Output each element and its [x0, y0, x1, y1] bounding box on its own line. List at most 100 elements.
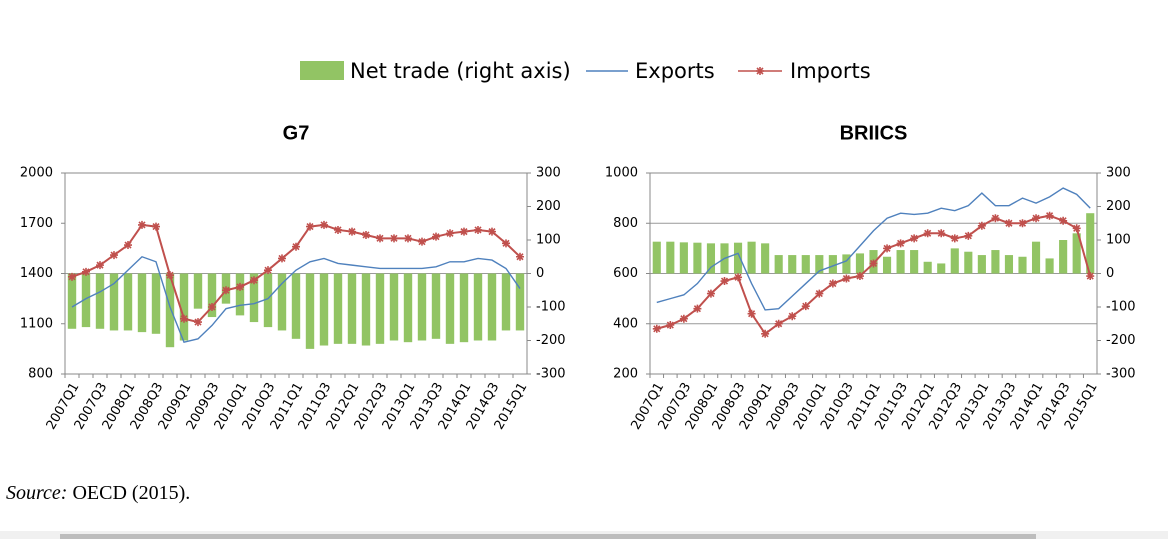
marker	[756, 67, 764, 75]
marker	[82, 267, 90, 276]
bar	[828, 255, 837, 274]
marker-shape	[516, 252, 524, 261]
bar	[1004, 255, 1014, 274]
y2-tick-label: -200	[1106, 333, 1136, 348]
marker	[390, 234, 398, 243]
bar	[291, 273, 301, 339]
bar	[375, 273, 385, 344]
plot-frame	[64, 172, 528, 375]
marker	[334, 225, 342, 234]
bar	[910, 250, 919, 274]
marker-shape	[306, 222, 314, 231]
y2-tick-label: -100	[536, 300, 566, 315]
marker	[432, 232, 440, 241]
marker-shape	[869, 259, 878, 268]
marker	[1086, 272, 1095, 281]
bar	[774, 255, 783, 274]
y2-tick-label: 300	[1106, 166, 1131, 181]
marker-shape	[1059, 216, 1068, 225]
marker-shape	[937, 229, 946, 238]
marker	[152, 222, 160, 231]
bar	[277, 273, 287, 331]
bar	[347, 273, 357, 344]
bar	[501, 273, 511, 331]
marker	[720, 277, 729, 286]
chart-title: G7	[283, 122, 310, 144]
marker-shape	[828, 279, 837, 288]
bar	[815, 255, 824, 274]
marker	[236, 282, 244, 291]
bar	[896, 250, 905, 274]
marker-shape	[138, 220, 146, 229]
marker	[1059, 216, 1068, 225]
marker	[166, 271, 174, 280]
bar	[151, 273, 161, 334]
marker-shape	[236, 282, 244, 291]
marker-shape	[502, 239, 510, 248]
bar	[991, 250, 1000, 274]
marker-shape	[334, 225, 342, 234]
bar	[1045, 258, 1054, 274]
bar	[431, 273, 441, 339]
marker	[208, 303, 216, 311]
marker-shape	[124, 241, 132, 250]
marker-shape	[788, 312, 797, 321]
marker-shape	[720, 277, 729, 286]
marker	[180, 314, 188, 323]
marker-shape	[747, 309, 756, 318]
y-tick-label: 1000	[605, 166, 638, 181]
bar	[515, 273, 525, 331]
bar	[842, 254, 851, 274]
marker-shape	[250, 276, 258, 285]
bar	[666, 241, 675, 274]
marker-shape	[801, 302, 810, 311]
chart-title: BRIICS	[840, 122, 908, 144]
marker	[734, 273, 743, 282]
bar	[761, 243, 770, 274]
bar	[123, 273, 133, 331]
marker-shape	[152, 222, 160, 231]
marker	[124, 241, 132, 250]
marker-shape	[68, 272, 76, 281]
marker	[950, 234, 959, 243]
bar	[706, 243, 716, 274]
bar	[389, 273, 399, 341]
y-tick-label: 600	[613, 266, 638, 281]
marker	[460, 227, 468, 236]
bar	[788, 255, 797, 274]
marker	[801, 302, 810, 311]
marker	[362, 230, 370, 239]
line	[656, 187, 1091, 311]
source-text: OECD (2015).	[72, 482, 191, 504]
marker	[138, 220, 146, 229]
marker	[1018, 219, 1027, 228]
marker-shape	[446, 229, 454, 238]
marker	[937, 229, 946, 238]
marker-shape	[264, 266, 272, 275]
marker-shape	[842, 274, 851, 283]
plot-frame	[649, 172, 1098, 375]
marker	[693, 304, 702, 313]
marker-shape	[666, 321, 675, 330]
bar	[67, 273, 77, 329]
y2-tick-label: 200	[1106, 199, 1131, 214]
marker-shape	[96, 261, 104, 270]
marker	[788, 312, 797, 321]
marker	[679, 314, 688, 323]
marker-shape	[418, 237, 426, 246]
marker-shape	[474, 225, 482, 234]
bar	[165, 273, 175, 348]
marker-shape	[432, 232, 440, 241]
source: Source: OECD (2015).	[6, 482, 190, 505]
marker	[855, 272, 864, 281]
marker-shape	[208, 303, 216, 311]
marker	[306, 222, 314, 231]
bar	[207, 273, 217, 318]
marker	[110, 251, 118, 260]
marker	[418, 237, 426, 246]
bar	[249, 273, 259, 323]
bar	[801, 255, 810, 274]
marker	[68, 272, 76, 281]
marker-shape	[166, 271, 174, 280]
